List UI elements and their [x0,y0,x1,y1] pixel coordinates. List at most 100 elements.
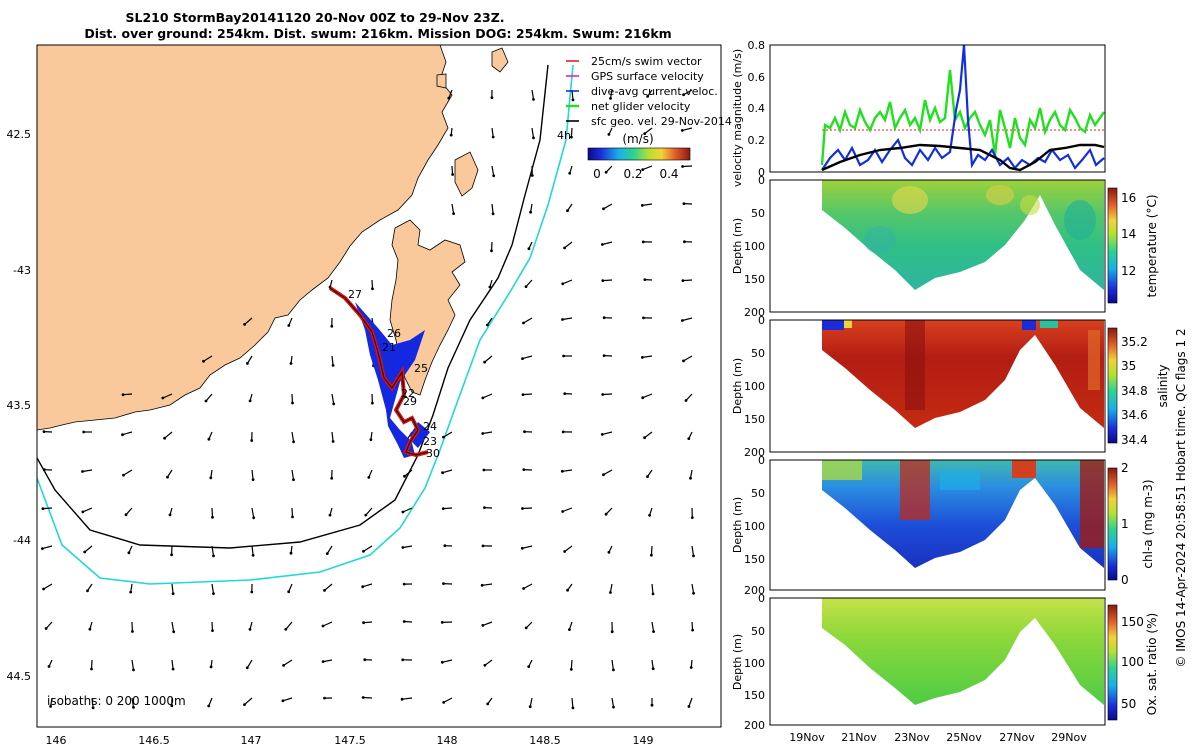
current-arrow-head [521,357,524,360]
current-arrow-head [601,243,604,246]
current-arrow [609,89,613,99]
current-arrow [251,507,255,518]
current-arrow [244,697,253,706]
current-arrow [205,393,213,402]
map-panel: 27 26 21 25 22 29 24 23 30 25cm/s swim v… [7,44,732,747]
current-arrow [525,279,533,288]
date-tick: 23Nov [894,731,930,744]
oxygen-panel: 0 50 100 150 200 Depth (m) 50 100 150 Ox… [731,592,1159,732]
current-arrow-head [83,550,87,554]
current-arrow-head [367,476,371,479]
temperature-ytick: 100 [744,240,765,253]
current-arrow [651,659,654,669]
oxygen-ytick: 200 [744,719,765,732]
lat-tick: 43.5 [7,399,32,412]
temperature-section [822,180,1104,290]
current-arrow-head [251,478,255,481]
current-arrow-head [452,212,455,216]
current-arrow [642,355,653,358]
current-arrow [171,583,174,594]
current-arrow-head [442,435,445,439]
current-arrow-head [441,471,444,475]
current-arrow-head [447,96,451,100]
current-arrow-head [481,396,485,400]
legend-dive-avg-current: dive-avg current veloc. [591,85,718,98]
current-arrow [402,507,413,513]
current-arrow-head [42,430,46,433]
current-arrow-head [566,209,569,213]
current-arrow-head [209,665,213,669]
oxygen-ytick: 50 [751,625,765,638]
current-arrow-head [602,473,605,477]
speed-tick: 0 [593,167,601,181]
current-arrow [363,545,373,552]
legend-swim-vector: 25cm/s swim vector [591,55,702,68]
lon-tick: 146.5 [138,734,170,747]
current-arrow-head [292,478,295,482]
current-arrow-head [681,319,684,322]
current-arrow-head [527,665,531,668]
current-arrow-head [561,430,565,434]
salinity-ytick: 100 [744,380,765,393]
current-arrow-head [641,396,645,400]
salinity-cblabel: salinity [1156,364,1170,407]
island-maria [454,151,479,197]
time-scale-label: 4h [557,129,571,142]
date-tick: 19Nov [789,731,825,744]
current-arrow [131,659,135,670]
temperature-colorbar [1107,187,1118,304]
current-arrow-head [451,173,454,176]
current-arrow-head [687,705,691,708]
current-arrow-head [42,468,46,472]
current-arrow-head [122,473,125,477]
current-arrow-head [44,627,48,630]
current-arrow-head [562,354,565,358]
date-tick: 25Nov [946,731,982,744]
map-lat-axis: 42.5 -43 43.5 -44 44.5 [7,128,32,683]
day-label: 23 [423,435,437,448]
current-arrow [331,431,334,442]
current-arrow-head [170,553,174,557]
current-arrow-head [328,513,332,517]
current-arrow [122,431,133,436]
salinity-cbtick: 35 [1121,359,1136,373]
day-label: 29 [403,395,417,408]
current-arrow [291,431,295,442]
current-arrow-head [90,667,93,671]
current-arrow-head [211,629,214,632]
current-arrow [482,583,493,586]
current-arrow-head [121,393,125,397]
speed-tick: 0.2 [623,167,642,181]
current-arrow [443,507,453,510]
current-arrow-head [212,554,215,558]
chla-ylabel: Depth (m) [731,497,744,553]
current-arrow-head [248,628,252,631]
current-arrow-head [607,133,611,136]
current-arrow [570,127,573,138]
current-vector-field [41,89,695,710]
track-inner [329,287,429,456]
temperature-cblabel: temperature (°C) [1145,195,1159,298]
current-arrow-head [243,323,247,326]
current-arrow-head [323,696,326,700]
current-arrow [91,697,94,708]
current-arrow [482,393,493,399]
salinity-cbtick: 34.6 [1121,408,1148,422]
isobath-1000 [37,64,574,585]
lon-tick: 149 [633,734,654,747]
current-arrow-head [209,476,213,480]
current-arrow-head [81,470,84,473]
current-arrow-head [689,666,693,669]
current-arrow-head [402,582,406,586]
speed-colorbar: (m/s) 0 0.2 0.4 [587,132,691,181]
current-arrow [603,203,613,210]
current-arrow-head [642,316,645,320]
current-arrow-head [202,359,205,363]
current-arrow [326,545,333,554]
current-arrow-head [687,437,691,440]
oxygen-ylabel: Depth (m) [731,634,744,690]
current-arrow-head [330,476,334,480]
current-arrow-head [650,553,653,557]
current-arrow [402,545,413,549]
